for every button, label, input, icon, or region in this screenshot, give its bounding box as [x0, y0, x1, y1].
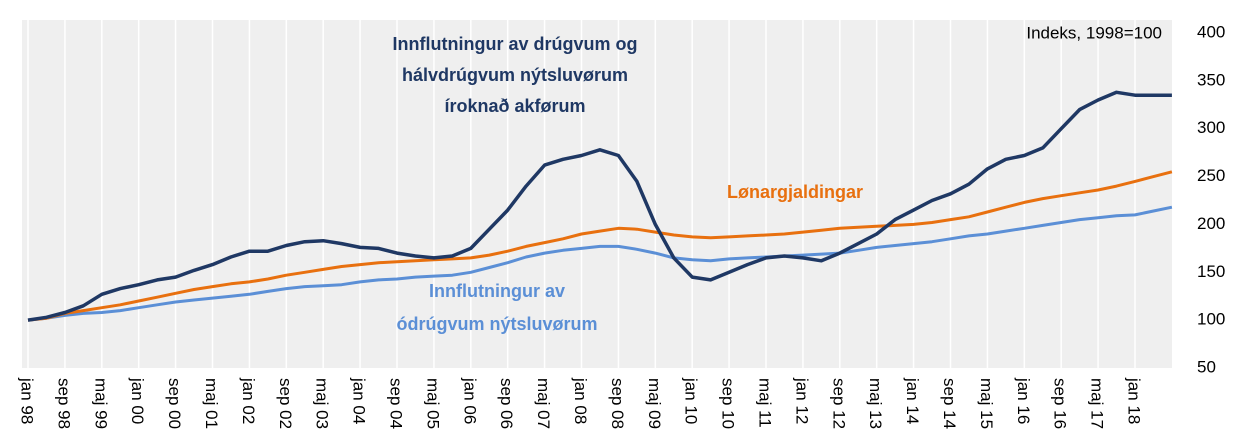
x-tick-label: sep 00 [165, 378, 184, 429]
x-tick-label: maj 17 [1088, 378, 1107, 429]
note: Indeks, 1998=100 [1026, 23, 1162, 42]
y-tick-label: 150 [1197, 262, 1225, 281]
x-tick-label: sep 10 [719, 378, 738, 429]
x-tick-label: maj 05 [423, 378, 442, 429]
x-tick-label: maj 15 [977, 378, 996, 429]
series-label: Lønargjaldingar [727, 182, 863, 202]
x-tick-label: maj 13 [866, 378, 885, 429]
x-tick-label: jan 16 [1014, 377, 1033, 424]
plot-area [22, 20, 1172, 368]
x-tick-label: jan 14 [903, 377, 922, 424]
x-tick-label: jan 02 [239, 377, 258, 424]
x-tick-label: maj 03 [313, 378, 332, 429]
x-tick-label: jan 98 [18, 377, 37, 424]
x-tick-label: maj 01 [202, 378, 221, 429]
x-tick-label: jan 08 [571, 377, 590, 424]
x-tick-label: jan 04 [350, 377, 369, 424]
y-tick-label: 100 [1197, 310, 1225, 329]
x-tick-label: sep 16 [1051, 378, 1070, 429]
x-tick-label: sep 08 [608, 378, 627, 429]
y-tick-label: 300 [1197, 118, 1225, 137]
x-tick-label: jan 00 [128, 377, 147, 424]
y-tick-label: 250 [1197, 166, 1225, 185]
x-tick-label: jan 18 [1125, 377, 1144, 424]
x-tick-label: maj 11 [756, 378, 775, 428]
y-tick-label: 350 [1197, 70, 1225, 89]
y-tick-label: 200 [1197, 214, 1225, 233]
y-tick-label: 50 [1197, 357, 1216, 376]
series-label: íroknað akførum [444, 96, 585, 116]
x-tick-label: maj 99 [91, 378, 110, 429]
x-tick-label: jan 06 [460, 377, 479, 424]
x-tick-label: sep 98 [54, 378, 73, 429]
x-tick-label: maj 09 [645, 378, 664, 429]
x-tick-label: sep 04 [387, 378, 406, 429]
series-label: Innflutningur av drúgvum og [393, 34, 638, 54]
x-tick-label: sep 06 [497, 378, 516, 429]
x-tick-label: maj 07 [534, 378, 553, 429]
series-line [27, 170, 1173, 322]
x-tick-label: sep 02 [276, 378, 295, 429]
series-label: hálvdrúgvum nýtsluvørum [402, 65, 628, 85]
grid [27, 20, 1136, 368]
x-tick-label: jan 10 [682, 377, 701, 424]
series-label: Innflutningur av [429, 281, 565, 301]
series-line [27, 205, 1173, 322]
series-line [27, 90, 1172, 322]
y-tick-label: 400 [1197, 22, 1225, 41]
x-tick-label: sep 14 [940, 378, 959, 429]
x-tick-label: sep 12 [829, 378, 848, 429]
x-tick-label: jan 12 [792, 377, 811, 424]
series-label: ódrúgvum nýtsluvørum [396, 314, 597, 334]
